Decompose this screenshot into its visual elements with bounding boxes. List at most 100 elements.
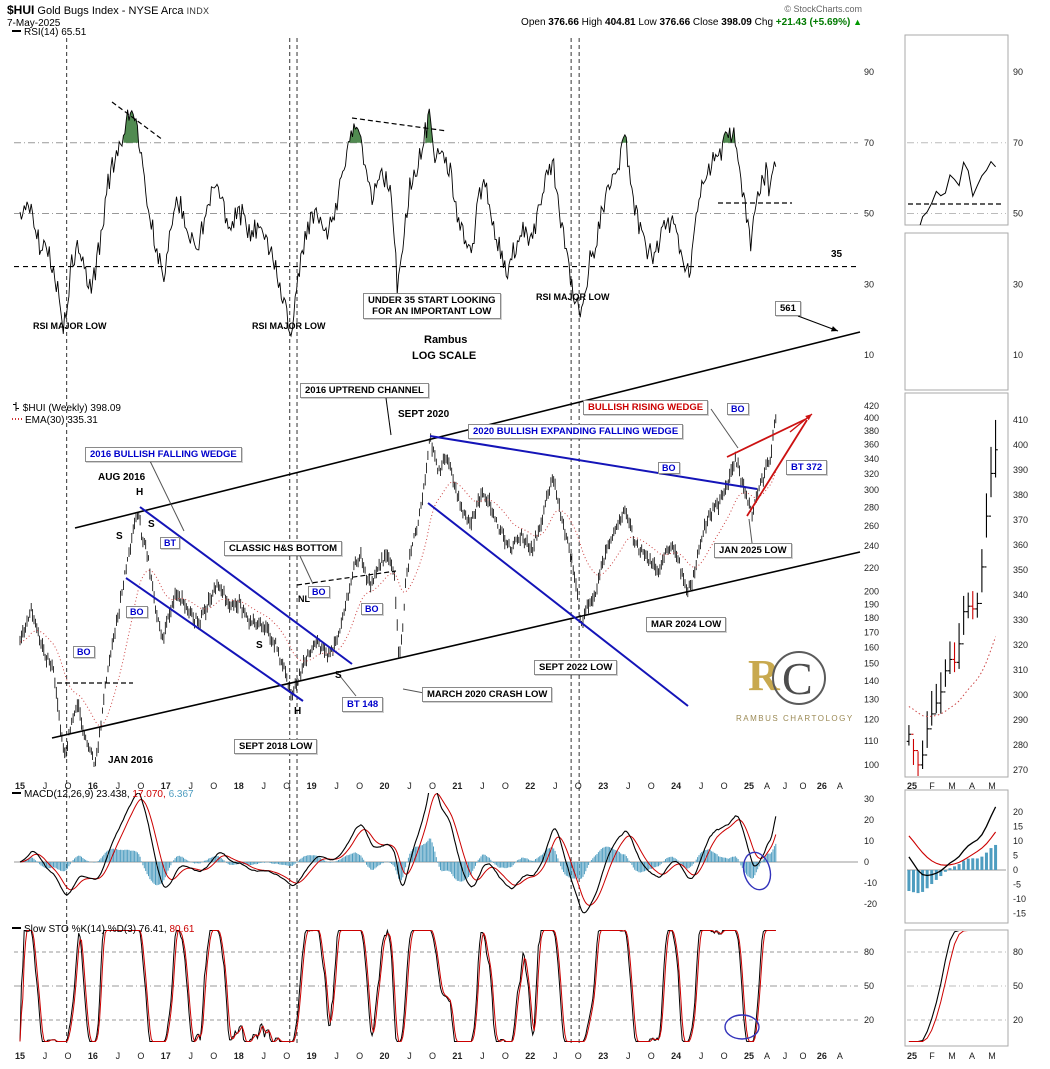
svg-text:M: M — [948, 781, 956, 791]
ema-dotted-line-icon — [12, 418, 22, 420]
svg-text:25: 25 — [744, 1051, 754, 1061]
svg-text:50: 50 — [1013, 981, 1023, 991]
svg-text:80: 80 — [864, 947, 874, 957]
svg-text:O: O — [356, 781, 363, 791]
svg-text:J: J — [43, 1051, 48, 1061]
macd-value-3: 6.367 — [168, 789, 194, 800]
svg-text:O: O — [575, 1051, 582, 1061]
right-shoulder-top: S — [148, 519, 155, 530]
bt-148-label: BT 148 — [342, 697, 384, 712]
svg-text:16: 16 — [88, 781, 98, 791]
svg-text:O: O — [210, 781, 217, 791]
copyright: © StockCharts.com — [784, 4, 862, 14]
chg-label: Chg — [754, 17, 774, 28]
svg-text:410: 410 — [1013, 415, 1028, 425]
price-legend-label: $HUI (Weekly) — [22, 403, 88, 414]
svg-text:16: 16 — [88, 1051, 98, 1061]
price-legend: $HUI (Weekly) 398.09 — [12, 401, 121, 414]
svg-text:-5: -5 — [1013, 880, 1021, 890]
svg-text:J: J — [626, 1051, 631, 1061]
svg-text:280: 280 — [1013, 740, 1028, 750]
svg-text:160: 160 — [864, 642, 879, 652]
logo-letter-r: R — [748, 651, 780, 700]
svg-text:22: 22 — [525, 1051, 535, 1061]
svg-text:20: 20 — [1013, 1015, 1023, 1025]
svg-text:190: 190 — [864, 599, 879, 609]
svg-text:20: 20 — [864, 1015, 874, 1025]
macd-legend-label: MACD(12,26,9) — [24, 789, 94, 800]
macd-line-icon — [12, 792, 21, 794]
svg-text:120: 120 — [864, 714, 879, 724]
svg-text:20: 20 — [864, 815, 874, 825]
rambus-text: Rambus — [424, 334, 468, 346]
ohlc-quote: Open 376.66 High 404.81 Low 376.66 Close… — [521, 17, 862, 28]
svg-text:21: 21 — [452, 781, 462, 791]
chg-value: +21.43 (+5.69%) — [775, 17, 851, 28]
rising-wedge-label: BULLISH RISING WEDGE — [583, 400, 709, 415]
svg-text:26: 26 — [817, 781, 827, 791]
svg-text:J: J — [480, 781, 485, 791]
svg-text:M: M — [988, 1051, 996, 1061]
svg-text:J: J — [116, 1051, 121, 1061]
rambus-chartology-caption: RAMBUS CHARTOLOGY — [736, 714, 854, 723]
macd-value-2: 17.070, — [132, 789, 166, 800]
svg-text:O: O — [137, 1051, 144, 1061]
high-label: High — [581, 17, 603, 28]
price-legend-value: 398.09 — [90, 403, 121, 414]
svg-text:0: 0 — [1013, 865, 1018, 875]
chart-date: 7-May-2025 — [7, 18, 61, 29]
open-label: Open — [521, 17, 546, 28]
svg-text:350: 350 — [1013, 565, 1028, 575]
sept-2018-low-label: SEPT 2018 LOW — [234, 739, 318, 754]
sept-2022-low-label: SEPT 2022 LOW — [534, 660, 618, 675]
svg-text:J: J — [116, 781, 121, 791]
chart-header: $HUI Gold Bugs Index - NYSE Arca INDX — [7, 3, 209, 17]
rsi-major-low-2: RSI MAJOR LOW — [252, 321, 326, 331]
under-35-line1: UNDER 35 START LOOKING — [368, 295, 496, 306]
svg-text:17: 17 — [161, 781, 171, 791]
svg-text:J: J — [334, 1051, 339, 1061]
svg-text:290: 290 — [1013, 715, 1028, 725]
rsi-major-low-3: RSI MAJOR LOW — [536, 292, 610, 302]
svg-text:-10: -10 — [864, 878, 877, 888]
svg-text:170: 170 — [864, 627, 879, 637]
svg-text:O: O — [429, 1051, 436, 1061]
svg-text:J: J — [553, 1051, 558, 1061]
svg-text:O: O — [648, 1051, 655, 1061]
svg-text:J: J — [261, 1051, 266, 1061]
svg-text:20: 20 — [379, 781, 389, 791]
svg-text:J: J — [699, 781, 704, 791]
left-shoulder-bottom: S — [256, 640, 263, 651]
svg-text:-15: -15 — [1013, 909, 1026, 919]
svg-text:O: O — [64, 1051, 71, 1061]
svg-text:180: 180 — [864, 613, 879, 623]
svg-text:A: A — [969, 1051, 975, 1061]
sto-legend: Slow STO %K(14) %D(3) 76.41, 80.61 — [12, 924, 194, 935]
uptrend-channel-label: 2016 UPTREND CHANNEL — [300, 383, 429, 398]
svg-text:70: 70 — [864, 138, 874, 148]
logo-letter-c: C — [782, 653, 813, 704]
under-35-note: UNDER 35 START LOOKING FOR AN IMPORTANT … — [363, 293, 501, 319]
svg-text:26: 26 — [817, 1051, 827, 1061]
neckline-text: NL — [298, 594, 310, 604]
svg-text:19: 19 — [307, 781, 317, 791]
bt-372-label: BT 372 — [786, 460, 828, 475]
svg-text:F: F — [929, 781, 935, 791]
high-value: 404.81 — [605, 17, 636, 28]
sto-value-1: 76.41, — [138, 924, 167, 935]
rsi-legend-value: 65.51 — [61, 27, 87, 38]
bt-box-2016: BT — [160, 537, 180, 549]
svg-text:100: 100 — [864, 760, 879, 770]
svg-text:J: J — [189, 781, 194, 791]
aug-2016-text: AUG 2016 — [98, 472, 146, 483]
svg-text:200: 200 — [864, 587, 879, 597]
svg-text:270: 270 — [1013, 765, 1028, 775]
svg-text:18: 18 — [234, 781, 244, 791]
svg-text:O: O — [575, 781, 582, 791]
svg-text:J: J — [407, 1051, 412, 1061]
svg-text:O: O — [799, 1051, 806, 1061]
svg-text:220: 220 — [864, 563, 879, 573]
svg-text:O: O — [502, 781, 509, 791]
